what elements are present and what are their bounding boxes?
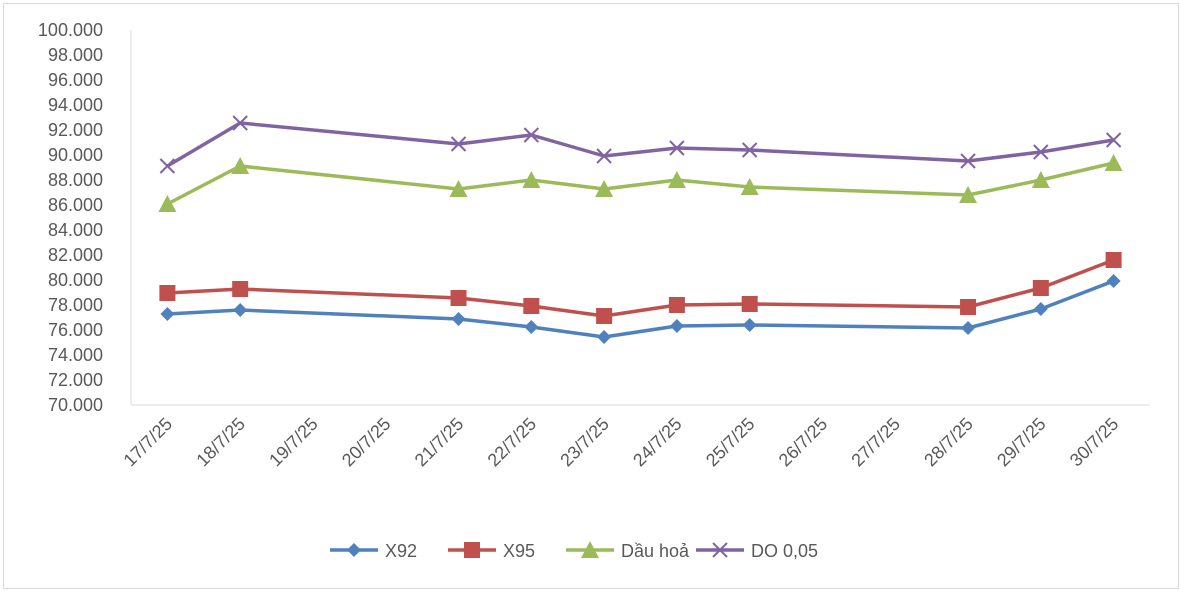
- y-tick-label: 70.000: [48, 395, 103, 415]
- data-point: [451, 312, 466, 326]
- legend-item: DO 0,05: [696, 541, 818, 561]
- x-tick-label: 21/7/25: [411, 414, 468, 471]
- y-tick-label: 80.000: [48, 270, 103, 290]
- data-point: [524, 320, 539, 334]
- y-tick-label: 94.000: [48, 95, 103, 115]
- data-point: [595, 180, 614, 197]
- legend-marker-triangle-icon: [581, 541, 599, 558]
- series-line: [167, 279, 1115, 339]
- y-tick-label: 100.000: [38, 20, 103, 40]
- x-tick-label: 25/7/25: [702, 414, 759, 471]
- x-tick-label: 22/7/25: [484, 414, 541, 471]
- data-point: [740, 178, 759, 195]
- x-tick-label: 23/7/25: [556, 414, 613, 471]
- x-tick-label: 18/7/25: [192, 414, 249, 471]
- data-point: [1031, 171, 1050, 188]
- data-point: [523, 298, 540, 314]
- data-point: [742, 318, 757, 332]
- data-point: [232, 115, 248, 131]
- legend-label: X92: [385, 541, 417, 561]
- data-point: [741, 142, 758, 158]
- data-point: [450, 290, 467, 306]
- x-tick-label: 17/7/25: [120, 414, 177, 471]
- data-point: [231, 157, 250, 174]
- data-point: [1033, 144, 1049, 160]
- data-point: [232, 281, 249, 297]
- data-point: [1105, 252, 1122, 268]
- x-tick-label: 19/7/25: [265, 414, 322, 471]
- y-tick-label: 96.000: [48, 70, 103, 90]
- data-point: [667, 171, 686, 188]
- series-x95: [159, 252, 1122, 324]
- legend-item: X92: [330, 541, 417, 561]
- legend-label: DO 0,05: [751, 541, 818, 561]
- data-point: [669, 319, 684, 333]
- y-tick-label: 92.000: [48, 120, 103, 140]
- series-line: [167, 258, 1115, 318]
- y-tick-label: 98.000: [48, 45, 103, 65]
- data-point: [596, 148, 612, 164]
- data-point: [160, 307, 175, 321]
- y-tick-label: 90.000: [48, 145, 103, 165]
- x-tick-label: 28/7/25: [920, 414, 977, 471]
- x-tick-label: 30/7/25: [1066, 414, 1123, 471]
- data-point: [596, 308, 613, 324]
- legend-item: Dầu hoả: [566, 541, 690, 561]
- data-point: [233, 303, 248, 317]
- data-point: [597, 330, 612, 344]
- data-point: [960, 153, 976, 169]
- legend-label: Dầu hoả: [621, 541, 690, 561]
- x-tick-label: 29/7/25: [993, 414, 1050, 471]
- y-tick-label: 86.000: [48, 195, 103, 215]
- data-point: [960, 299, 977, 315]
- x-tick-label: 24/7/25: [629, 414, 686, 471]
- data-point: [959, 186, 978, 203]
- legend-label: X95: [503, 541, 535, 561]
- data-point: [741, 296, 758, 312]
- y-tick-label: 82.000: [48, 245, 103, 265]
- legend-item: X95: [448, 541, 535, 561]
- legend-marker-square-icon: [464, 542, 480, 558]
- data-point: [1105, 132, 1122, 148]
- y-tick-label: 72.000: [48, 370, 103, 390]
- x-tick-label: 27/7/25: [847, 414, 904, 471]
- y-tick-label: 78.000: [48, 295, 103, 315]
- data-point: [1104, 154, 1123, 171]
- data-point: [668, 297, 685, 313]
- data-point: [450, 136, 467, 152]
- series-line: [166, 121, 1114, 168]
- series-x92: [160, 274, 1121, 344]
- data-point: [669, 140, 685, 156]
- y-tick-label: 88.000: [48, 170, 103, 190]
- legend-marker-x-icon: [712, 542, 728, 558]
- chart-frame: [3, 3, 1179, 589]
- y-tick-label: 84.000: [48, 220, 103, 240]
- data-point: [522, 171, 541, 188]
- y-tick-label: 74.000: [48, 345, 103, 365]
- x-tick-label: 20/7/25: [338, 414, 395, 471]
- data-point: [158, 195, 177, 212]
- series-d-u-ho-: [158, 154, 1123, 212]
- legend-marker-diamond-icon: [347, 543, 361, 557]
- data-point: [159, 285, 176, 301]
- data-point: [523, 127, 540, 143]
- data-point: [449, 180, 468, 197]
- data-point: [1033, 302, 1048, 316]
- x-tick-label: 26/7/25: [775, 414, 832, 471]
- data-point: [961, 321, 976, 335]
- data-point: [1106, 274, 1121, 288]
- y-tick-label: 76.000: [48, 320, 103, 340]
- data-point: [1032, 280, 1049, 296]
- series-line: [166, 161, 1115, 206]
- data-point: [159, 158, 176, 174]
- series-do-0-05: [159, 115, 1122, 174]
